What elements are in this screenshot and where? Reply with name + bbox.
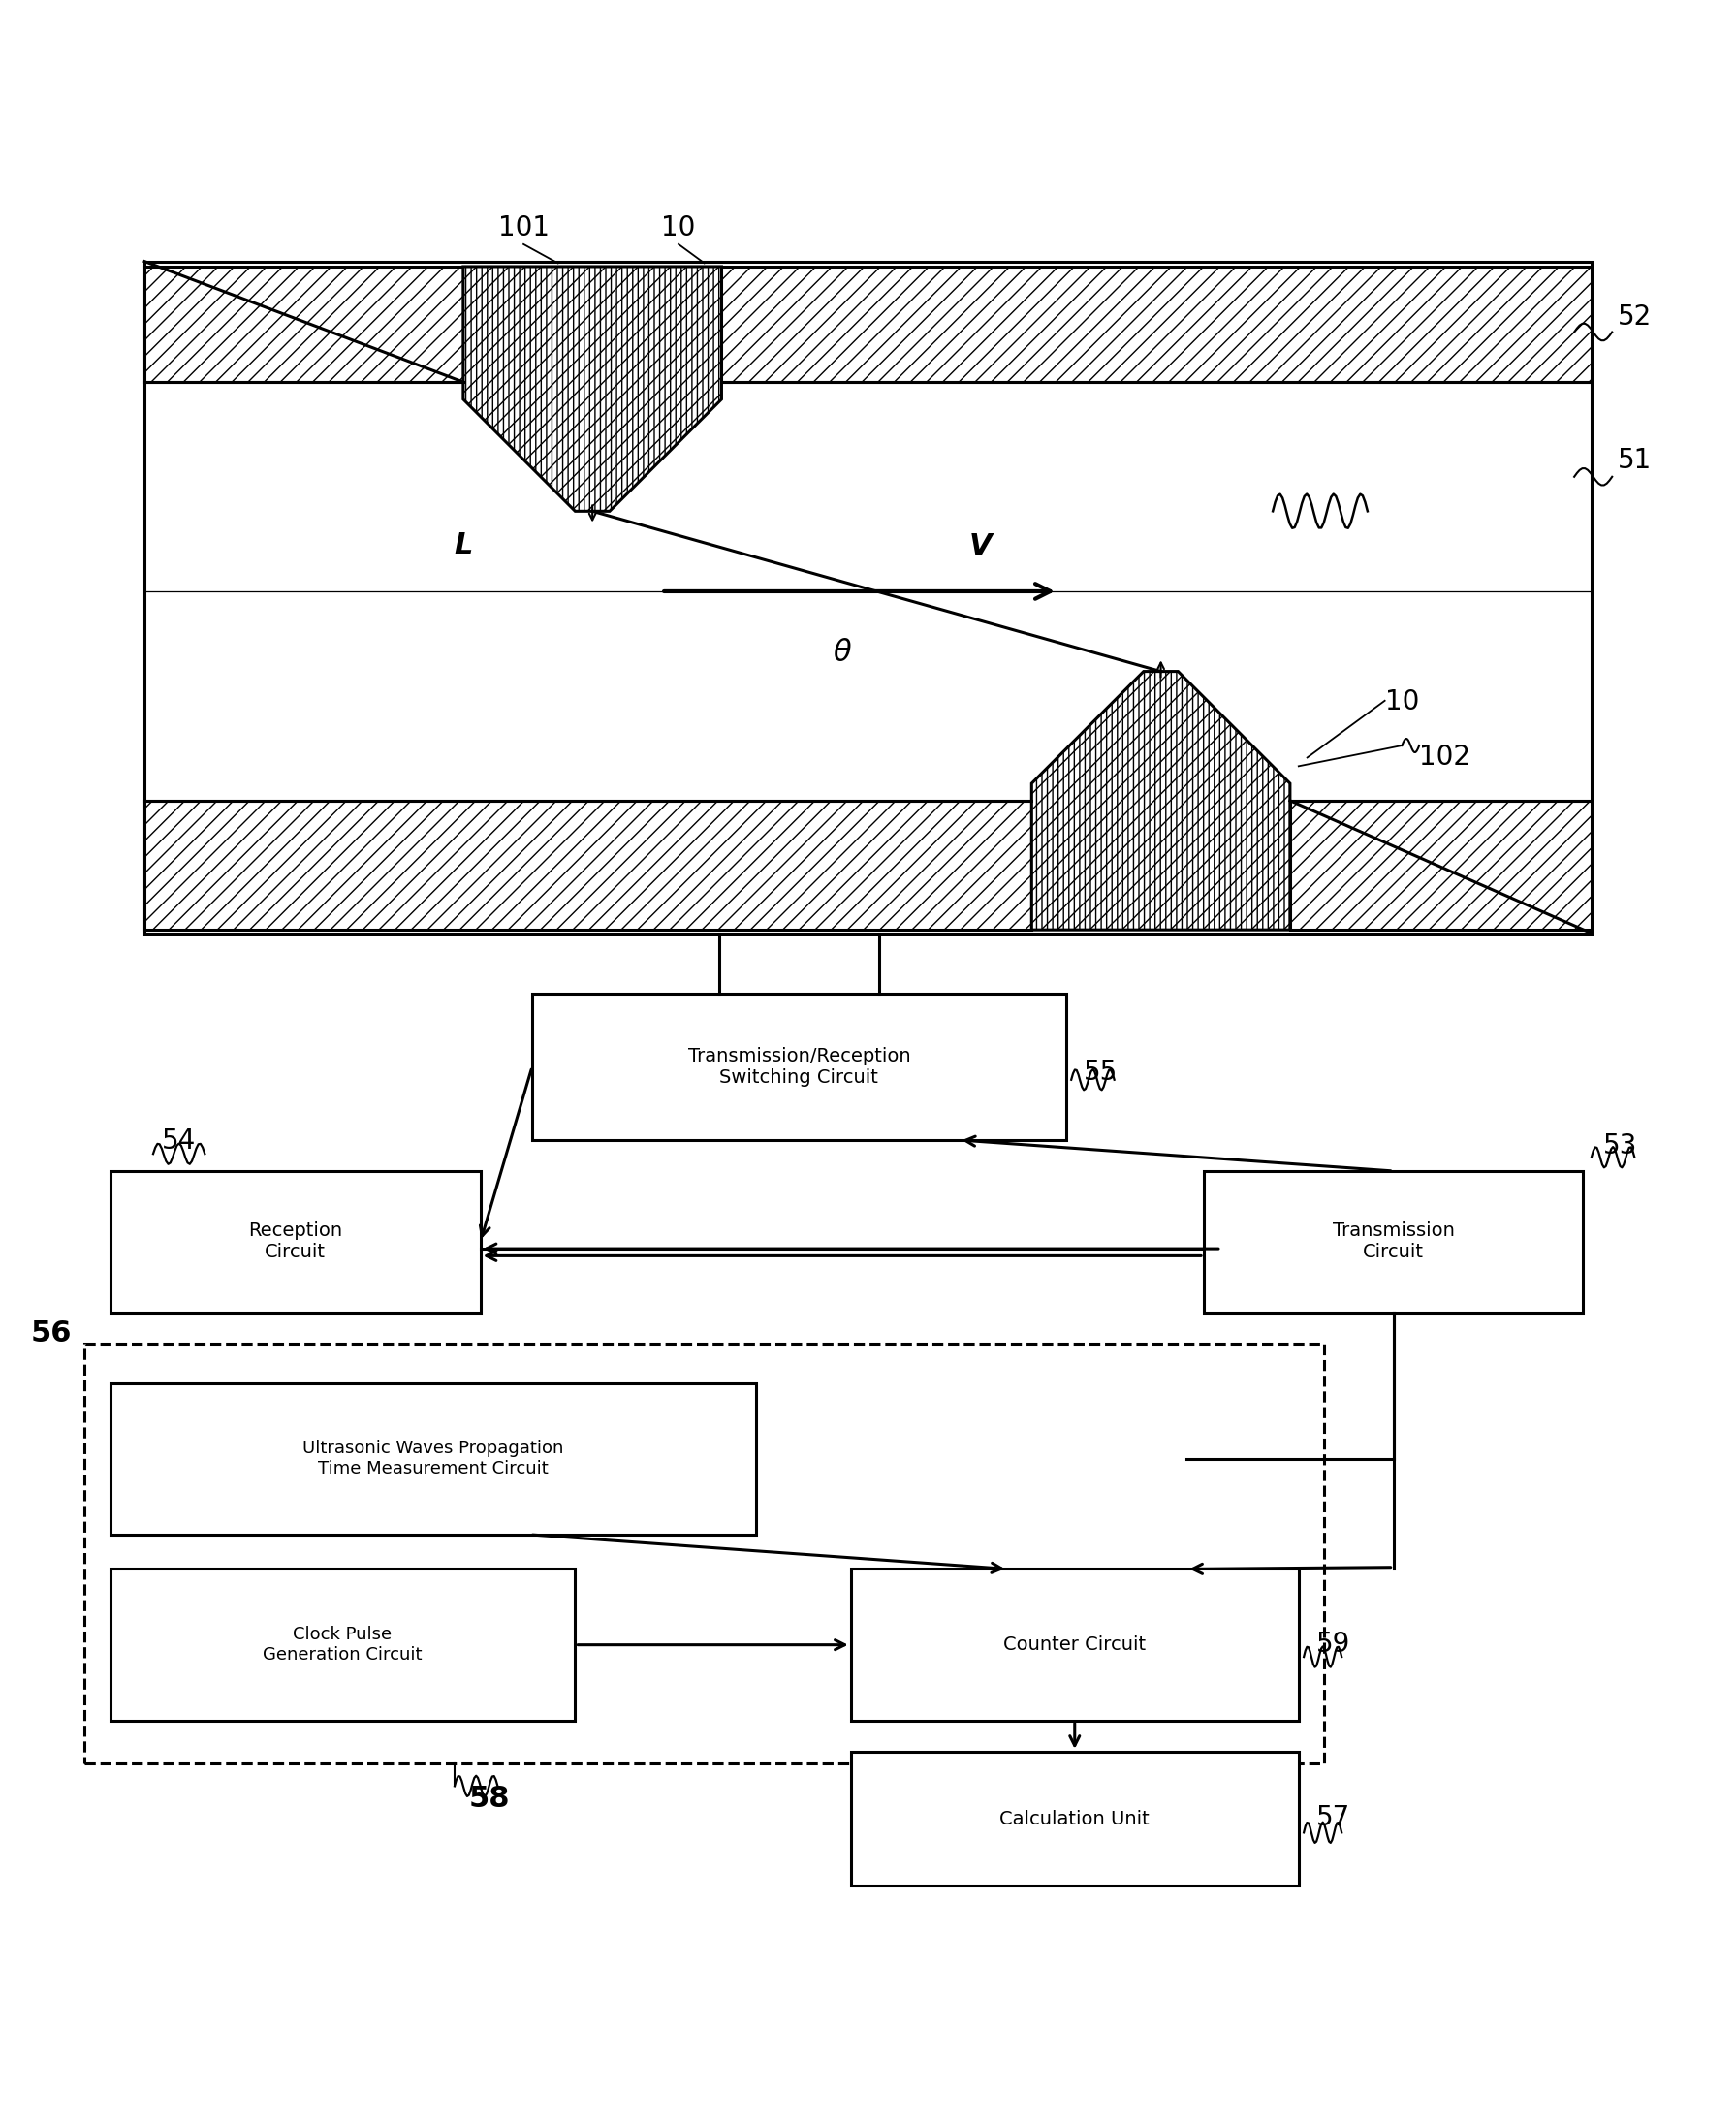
Polygon shape — [144, 801, 1031, 931]
Text: Calculation Unit: Calculation Unit — [1000, 1810, 1149, 1828]
Bar — [851, 1568, 1299, 1721]
Text: Transmission
Circuit: Transmission Circuit — [1332, 1222, 1455, 1262]
Text: 57: 57 — [1316, 1804, 1351, 1832]
Text: Ultrasonic Waves Propagation
Time Measurement Circuit: Ultrasonic Waves Propagation Time Measur… — [302, 1441, 564, 1477]
Polygon shape — [1031, 672, 1290, 931]
Text: 53: 53 — [1604, 1133, 1637, 1160]
Text: 58: 58 — [469, 1785, 510, 1813]
Text: Transmission/Reception
Switching Circuit: Transmission/Reception Switching Circuit — [687, 1048, 910, 1086]
Text: Counter Circuit: Counter Circuit — [1003, 1636, 1146, 1653]
Bar — [109, 1383, 757, 1534]
Text: 101: 101 — [498, 215, 549, 242]
Text: 55: 55 — [1083, 1058, 1118, 1086]
Text: 59: 59 — [1316, 1630, 1351, 1658]
Bar — [85, 1343, 1325, 1764]
Polygon shape — [722, 266, 1592, 382]
Text: Reception
Circuit: Reception Circuit — [248, 1222, 342, 1262]
Text: 56: 56 — [31, 1320, 73, 1347]
Bar — [851, 1751, 1299, 1887]
Text: Clock Pulse
Generation Circuit: Clock Pulse Generation Circuit — [262, 1626, 422, 1664]
Text: 102: 102 — [1420, 744, 1470, 769]
Text: 52: 52 — [1618, 304, 1651, 332]
Bar — [1203, 1171, 1583, 1313]
Bar — [109, 1568, 575, 1721]
Text: 10: 10 — [1385, 688, 1418, 716]
Text: 54: 54 — [161, 1126, 196, 1154]
Text: V: V — [969, 531, 991, 561]
Text: L: L — [453, 531, 472, 559]
Bar — [533, 994, 1066, 1139]
Bar — [109, 1171, 481, 1313]
Polygon shape — [464, 266, 722, 512]
Text: 51: 51 — [1618, 446, 1651, 474]
Polygon shape — [1290, 801, 1592, 931]
Text: $\theta$: $\theta$ — [833, 638, 852, 667]
Bar — [144, 261, 1592, 933]
Text: 10: 10 — [661, 215, 696, 242]
Polygon shape — [144, 266, 464, 382]
